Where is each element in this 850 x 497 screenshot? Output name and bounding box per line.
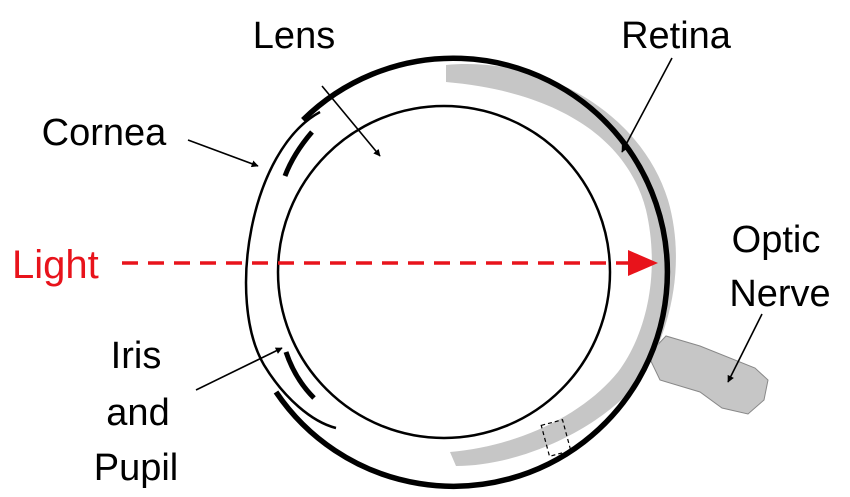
light-label: Light — [12, 243, 99, 287]
optic-nerve-label-line2: Nerve — [729, 273, 830, 315]
iris-pointer — [195, 347, 283, 391]
iris-upper — [282, 130, 314, 177]
retina-pointer — [621, 57, 673, 153]
iris-label-line1: Iris — [111, 335, 162, 377]
iris-label-line2: and — [106, 392, 169, 434]
lens-label: Lens — [253, 15, 335, 57]
optic-nerve-label-line1: Optic — [732, 219, 821, 261]
optic-nerve — [647, 335, 769, 415]
dashed-marker — [540, 418, 572, 458]
lens-shape — [276, 104, 612, 440]
lens-pointer — [321, 85, 381, 157]
cornea-label: Cornea — [42, 112, 167, 154]
optic-nerve-pointer — [727, 313, 763, 383]
cornea-outline — [244, 110, 337, 430]
cornea-pointer — [187, 139, 259, 168]
iris-label-line3: Pupil — [94, 447, 179, 489]
light-ray-arrowhead — [628, 250, 658, 276]
iris-lower — [283, 351, 316, 400]
retina-label: Retina — [621, 15, 732, 57]
eyeball-wall — [273, 55, 671, 490]
